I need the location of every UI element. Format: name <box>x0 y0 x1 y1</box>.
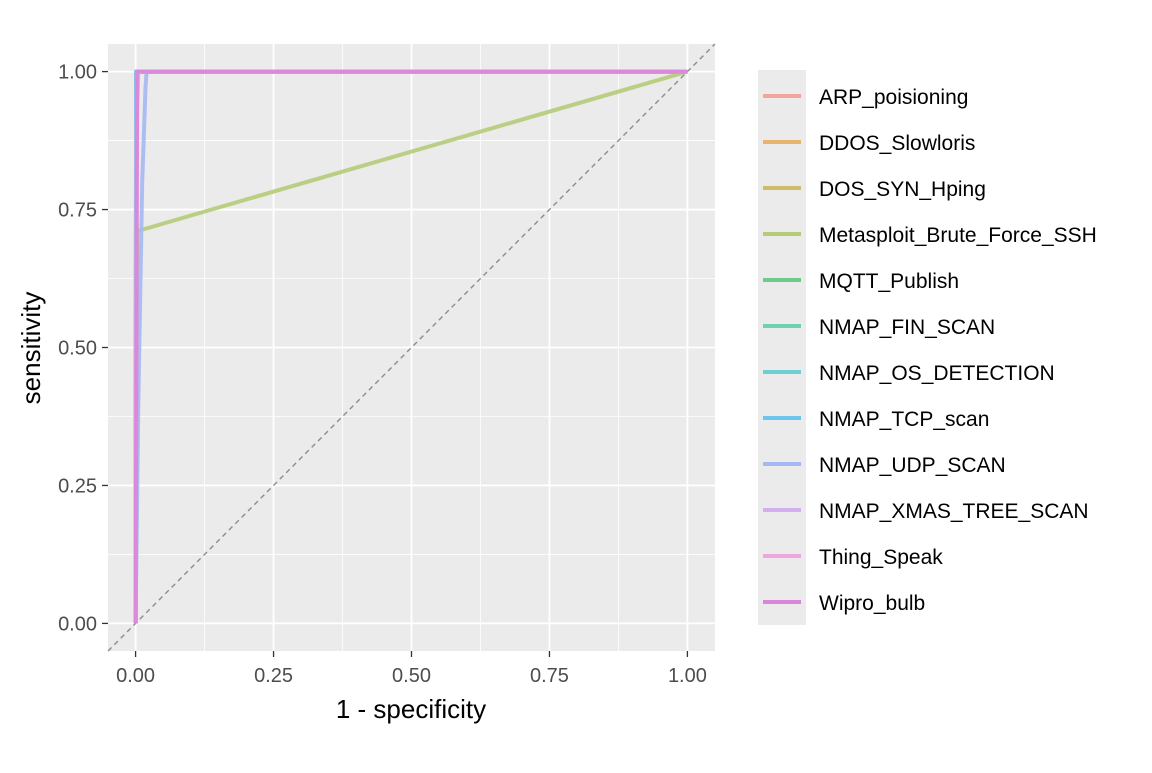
x-axis: 0.00 0.25 0.50 0.75 1.00 <box>116 651 707 687</box>
series-layer <box>133 69 688 624</box>
legend-label: NMAP_UDP_SCAN <box>819 454 1006 477</box>
legend-label: DDOS_Slowloris <box>819 132 975 155</box>
legend-background <box>758 70 806 625</box>
y-axis: 0.00 0.25 0.50 0.75 1.00 <box>58 62 108 635</box>
legend-label: NMAP_XMAS_TREE_SCAN <box>819 500 1089 523</box>
x-tick-label: 0.75 <box>530 665 569 687</box>
y-axis-label: sensitivity <box>16 292 46 405</box>
x-axis-label: 1 - specificity <box>336 694 486 724</box>
diagonal-reference-line <box>107 43 716 652</box>
legend-label: MQTT_Publish <box>819 270 959 293</box>
legend-label: DOS_SYN_Hping <box>819 178 986 201</box>
legend-label: NMAP_OS_DETECTION <box>819 362 1055 385</box>
y-tick-label: 0.00 <box>58 613 97 635</box>
legend-label: Wipro_bulb <box>819 592 925 615</box>
y-tick-label: 1.00 <box>58 62 97 84</box>
legend-label: NMAP_TCP_scan <box>819 408 989 431</box>
x-tick-label: 1.00 <box>668 665 707 687</box>
series-line <box>133 69 688 624</box>
x-tick-label: 0.25 <box>254 665 293 687</box>
legend-label: ARP_poisioning <box>819 86 968 109</box>
y-tick-label: 0.25 <box>58 475 97 497</box>
y-tick-label: 0.75 <box>58 200 97 222</box>
reference-layer <box>107 43 716 652</box>
legend: ARP_poisioning DDOS_Slowloris DOS_SYN_Hpin… <box>758 70 1097 625</box>
legend-label: Metasploit_Brute_Force_SSH <box>819 224 1097 247</box>
y-tick-label: 0.50 <box>58 338 97 360</box>
legend-label: Thing_Speak <box>819 546 943 569</box>
x-tick-label: 0.50 <box>392 665 431 687</box>
x-tick-label: 0.00 <box>116 665 155 687</box>
legend-label: NMAP_FIN_SCAN <box>819 316 995 339</box>
